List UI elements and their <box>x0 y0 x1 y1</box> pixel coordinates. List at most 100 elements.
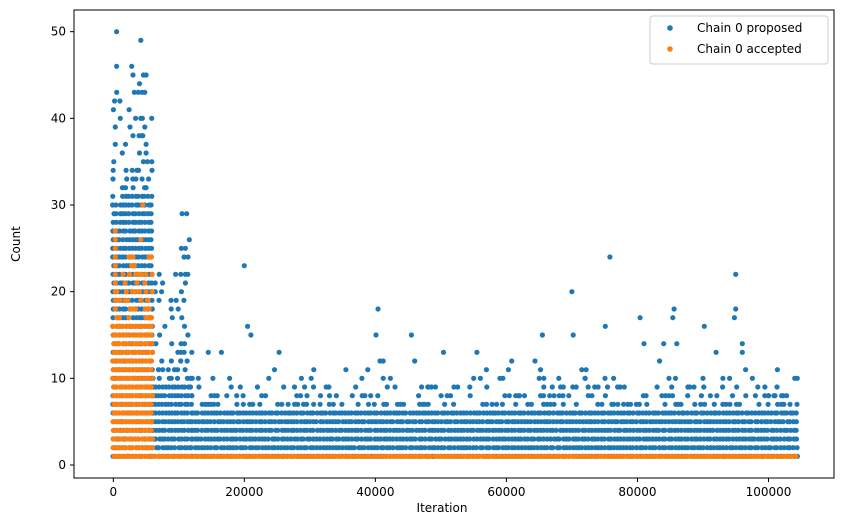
point-proposed <box>208 445 214 451</box>
point-accepted <box>139 341 145 347</box>
point-proposed <box>130 133 136 139</box>
point-proposed <box>253 427 259 433</box>
point-proposed <box>521 410 527 416</box>
point-proposed <box>611 401 617 407</box>
point-proposed <box>333 427 339 433</box>
point-proposed <box>275 427 281 433</box>
point-proposed <box>135 193 141 199</box>
point-accepted <box>125 297 131 303</box>
point-proposed <box>365 401 372 407</box>
point-accepted <box>139 323 145 329</box>
point-proposed <box>778 427 784 433</box>
point-accepted <box>678 453 684 459</box>
point-proposed <box>336 436 342 442</box>
point-proposed <box>701 384 707 390</box>
point-proposed <box>329 436 335 442</box>
point-proposed <box>181 419 187 425</box>
point-proposed <box>448 419 454 425</box>
point-proposed <box>585 393 591 399</box>
point-proposed <box>374 410 380 416</box>
point-accepted <box>149 393 155 399</box>
point-proposed <box>579 367 585 373</box>
point-proposed <box>307 436 313 442</box>
point-proposed <box>262 393 269 399</box>
point-proposed <box>257 401 263 407</box>
point-proposed <box>145 193 151 199</box>
point-accepted <box>145 349 152 355</box>
point-proposed <box>700 375 706 381</box>
point-accepted <box>143 271 149 277</box>
point-accepted <box>146 306 152 312</box>
point-proposed <box>300 436 306 442</box>
legend-label-accepted: Chain 0 accepted <box>697 42 802 56</box>
point-proposed <box>148 237 154 243</box>
point-accepted <box>123 427 129 433</box>
point-proposed <box>259 427 265 433</box>
point-proposed <box>173 271 179 277</box>
point-proposed <box>265 436 271 442</box>
point-proposed <box>726 427 732 433</box>
point-accepted <box>367 453 373 459</box>
point-accepted <box>738 453 744 459</box>
point-proposed <box>700 445 706 451</box>
point-accepted <box>655 453 661 459</box>
point-proposed <box>294 436 301 442</box>
point-accepted <box>113 349 120 355</box>
point-proposed <box>726 419 732 425</box>
x-tick-label: 60000 <box>487 485 525 499</box>
point-accepted <box>143 289 149 295</box>
point-proposed <box>742 445 749 451</box>
point-proposed <box>438 436 444 442</box>
point-proposed <box>142 228 148 234</box>
point-proposed <box>217 436 223 442</box>
point-proposed <box>775 401 781 407</box>
point-proposed <box>119 150 125 156</box>
point-proposed <box>233 436 239 442</box>
point-proposed <box>136 254 142 260</box>
point-proposed <box>149 167 155 173</box>
point-proposed <box>240 427 246 433</box>
point-proposed <box>339 445 345 451</box>
point-proposed <box>143 150 149 156</box>
point-proposed <box>540 393 547 399</box>
point-accepted <box>148 419 154 425</box>
point-proposed <box>733 306 739 312</box>
point-accepted <box>236 453 242 459</box>
point-proposed <box>502 393 508 399</box>
point-proposed <box>172 445 178 451</box>
point-proposed <box>378 410 384 416</box>
point-proposed <box>513 401 519 407</box>
point-proposed <box>702 401 708 407</box>
point-proposed <box>124 176 130 182</box>
point-proposed <box>134 167 140 173</box>
point-proposed <box>435 419 441 425</box>
point-accepted <box>338 453 344 459</box>
point-accepted <box>123 289 129 295</box>
point-proposed <box>184 410 190 416</box>
point-proposed <box>539 332 546 338</box>
point-accepted <box>139 349 145 355</box>
point-proposed <box>540 436 547 442</box>
point-proposed <box>532 358 538 364</box>
point-proposed <box>547 410 553 416</box>
point-accepted <box>114 375 120 381</box>
point-proposed <box>221 445 227 451</box>
point-proposed <box>189 375 195 381</box>
point-accepted <box>110 358 116 364</box>
point-proposed <box>234 393 240 399</box>
point-proposed <box>643 445 649 451</box>
point-accepted <box>120 367 126 373</box>
point-accepted <box>122 280 128 286</box>
point-proposed <box>678 427 685 433</box>
point-proposed <box>636 401 643 407</box>
point-proposed <box>367 427 374 433</box>
point-proposed <box>516 393 523 399</box>
point-proposed <box>110 167 116 173</box>
point-accepted <box>251 453 258 459</box>
point-proposed <box>784 393 790 399</box>
point-proposed <box>157 332 163 338</box>
point-accepted <box>511 453 517 459</box>
point-proposed <box>148 202 154 208</box>
point-proposed <box>464 410 470 416</box>
point-proposed <box>576 427 582 433</box>
